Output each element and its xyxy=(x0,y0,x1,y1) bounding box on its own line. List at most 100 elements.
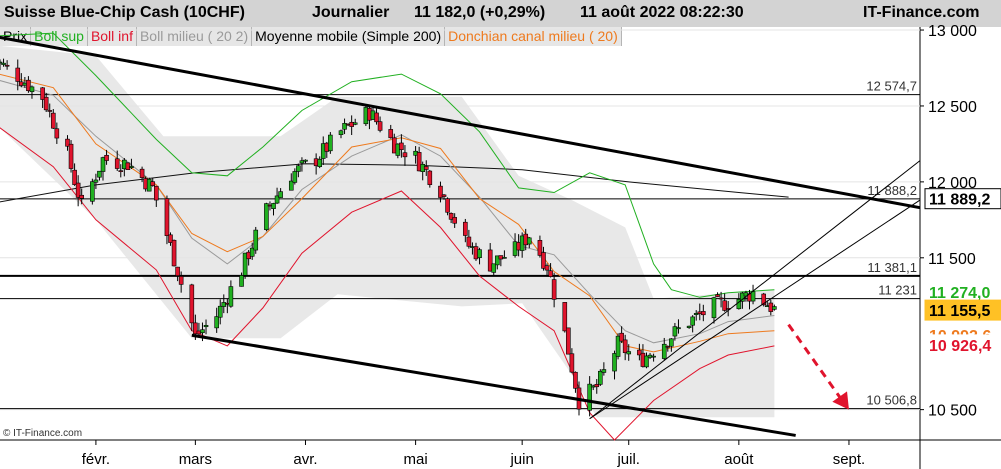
candle-down xyxy=(43,96,49,111)
candle-down xyxy=(622,339,628,354)
candle-down xyxy=(26,79,31,92)
candle-down xyxy=(722,300,727,311)
candle-up xyxy=(278,191,283,198)
trendline-channel-lower xyxy=(589,199,921,420)
candle-down xyxy=(665,345,671,348)
candle-down xyxy=(65,138,70,147)
candle-up xyxy=(651,355,656,358)
candle-up xyxy=(228,286,234,307)
candle-down xyxy=(569,353,575,373)
candle-down xyxy=(171,239,177,267)
y-tick-label: 11 500 xyxy=(928,251,976,268)
legend-boll-middle[interactable]: Boll milieu ( 20 2) xyxy=(136,27,253,46)
y-tick-label: 10 500 xyxy=(928,403,977,420)
x-tick-label: mai xyxy=(404,451,428,468)
candle-up xyxy=(97,170,102,178)
value-tag-label: 10 926,4 xyxy=(929,338,991,355)
candle-up xyxy=(494,255,500,266)
candle-up xyxy=(249,247,255,257)
candle-up xyxy=(690,316,695,326)
candle-down xyxy=(79,194,84,199)
quote-datetime: 11 août 2022 08:22:30 xyxy=(580,4,744,21)
candle-up xyxy=(203,324,209,328)
legend-sma200[interactable]: Moyenne mobile (Simple 200) xyxy=(252,27,446,46)
legend-boll-lower[interactable]: Boll inf xyxy=(87,27,137,46)
candle-up xyxy=(253,229,259,251)
candle-down xyxy=(189,284,195,324)
candle-down xyxy=(175,266,180,276)
candle-up xyxy=(296,165,301,172)
title-bar: Suisse Blue-Chip Cash (10CHF) Journalier… xyxy=(0,0,1001,27)
trendline-resistance xyxy=(0,35,921,210)
value-tag-box xyxy=(924,299,1001,321)
x-tick-label: mars xyxy=(179,451,212,468)
level-label: 11 231 xyxy=(878,283,917,298)
boll-upper-line xyxy=(0,32,775,298)
candle-up xyxy=(693,313,699,315)
candle-down xyxy=(153,185,159,201)
period-label: Journalier xyxy=(312,4,390,21)
candle-down xyxy=(548,270,553,277)
candle-up xyxy=(686,325,692,329)
x-tick-label: juil. xyxy=(616,451,640,468)
trendline-channel-upper xyxy=(589,160,921,420)
candle-down xyxy=(402,152,408,158)
candle-up xyxy=(0,61,3,64)
legend-donchian-mid[interactable]: Donchian canal milieu ( 20) xyxy=(445,27,622,46)
candle-down xyxy=(50,112,56,129)
candle-down xyxy=(701,311,706,316)
candle-up xyxy=(352,122,358,125)
forecast-arrow-line xyxy=(787,323,845,403)
candle-up xyxy=(342,123,347,130)
candle-up xyxy=(328,134,333,152)
legend-boll-upper[interactable]: Boll sup xyxy=(31,27,88,46)
candle-down xyxy=(573,371,578,389)
forecast-arrow-head xyxy=(832,391,849,410)
candle-down xyxy=(448,213,454,220)
candle-up xyxy=(772,306,777,310)
candle-down xyxy=(466,236,472,247)
candle-down xyxy=(114,158,120,169)
candle-down xyxy=(164,198,170,236)
x-tick-label: juin xyxy=(509,451,533,468)
candle-up xyxy=(502,257,507,259)
y-tick-label: 12 000 xyxy=(928,175,977,192)
candle-down xyxy=(566,327,571,355)
candle-up xyxy=(200,329,205,334)
candle-down xyxy=(487,249,493,272)
candle-up xyxy=(264,203,269,230)
value-tag-label: 11 274,0 xyxy=(929,285,991,302)
x-tick-label: août xyxy=(724,451,754,468)
candle-up xyxy=(615,335,621,357)
candle-up xyxy=(239,275,244,287)
candle-down xyxy=(544,265,550,271)
candle-up xyxy=(612,353,617,372)
value-tag-label: 11 889,2 xyxy=(929,192,991,209)
level-label: 11 888,2 xyxy=(867,183,917,198)
x-tick-label: avr. xyxy=(293,451,317,468)
candle-up xyxy=(214,316,219,329)
candle-up xyxy=(303,159,308,162)
candle-down xyxy=(168,234,173,243)
candle-down xyxy=(761,293,767,306)
candle-up xyxy=(274,195,280,204)
candle-down xyxy=(441,194,447,197)
candle-up xyxy=(661,343,667,359)
y-tick-label: 13 000 xyxy=(928,23,977,40)
candle-down xyxy=(718,297,724,300)
boll-lower-line xyxy=(0,127,775,441)
candle-down xyxy=(562,302,568,332)
donchian-channel-area xyxy=(0,45,775,418)
level-label: 10 506,8 xyxy=(866,393,917,408)
candle-up xyxy=(750,291,756,302)
candle-up xyxy=(669,338,674,347)
candle-down xyxy=(178,276,184,285)
candle-up xyxy=(242,252,248,276)
candle-up xyxy=(93,179,99,183)
instrument-title: Suisse Blue-Chip Cash (10CHF) xyxy=(4,4,245,21)
candle-down xyxy=(423,166,429,170)
level-label: 11 381,1 xyxy=(867,260,917,275)
candle-up xyxy=(598,370,603,385)
candle-up xyxy=(711,297,717,319)
